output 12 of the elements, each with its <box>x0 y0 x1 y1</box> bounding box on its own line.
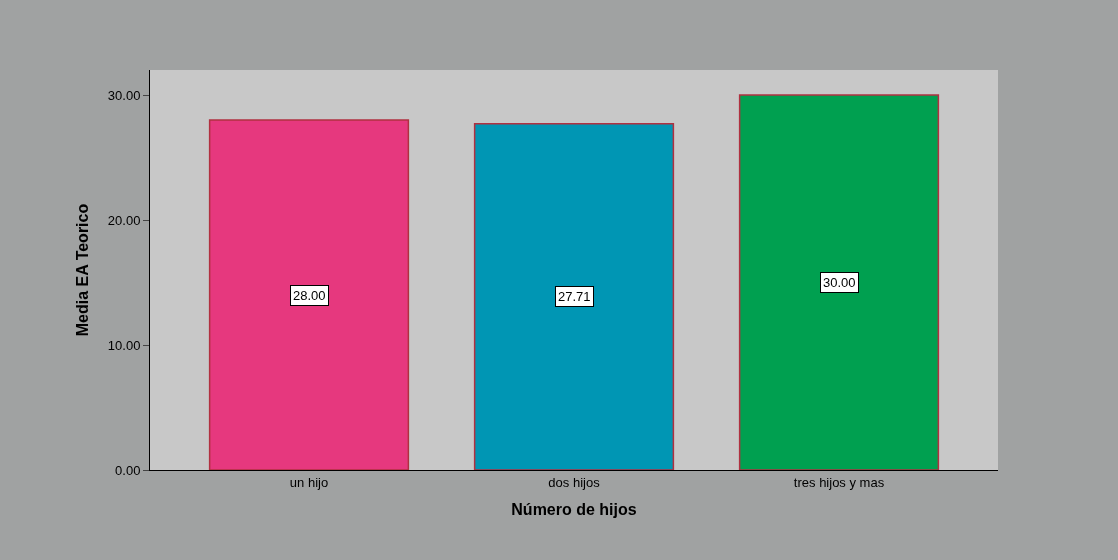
x-tick-label: tres hijos y mas <box>793 474 885 490</box>
data-label: 28.00 <box>293 288 326 303</box>
x-axis-title: Número de hijos <box>511 501 637 519</box>
y-axis-title: Media EA Teorico <box>73 203 91 337</box>
y-tick-label: 20.00 <box>107 212 141 228</box>
y-tick-label: 10.00 <box>107 337 141 353</box>
data-label: 30.00 <box>823 275 856 290</box>
x-tick-label: dos hijos <box>548 474 601 490</box>
y-tick-label: 0.00 <box>115 462 141 478</box>
x-tick-label: un hijo <box>289 474 329 490</box>
data-label: 27.71 <box>558 289 591 304</box>
y-tick-label: 30.00 <box>107 87 141 103</box>
